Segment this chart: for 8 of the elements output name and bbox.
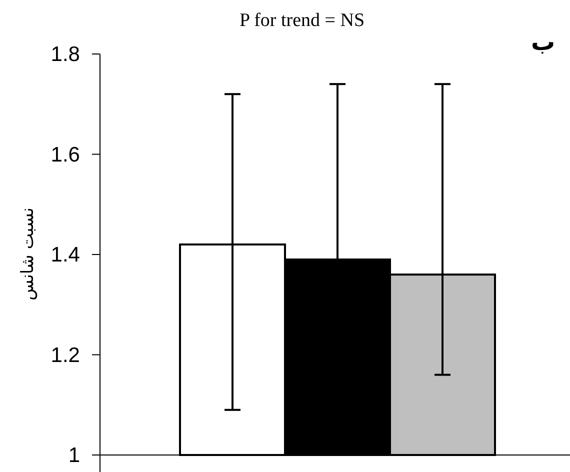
y-tick-label: 1.8 (50, 43, 80, 66)
y-axis-title: نسبت شانس (18, 208, 38, 300)
y-tick-label: 1.2 (50, 344, 80, 367)
y-tick-label: 1 (68, 444, 80, 467)
y-tick-label: 1.4 (50, 244, 80, 266)
chart-title: P for trend = NS (239, 10, 365, 31)
annotation: ب (530, 28, 556, 56)
y-tick-label: 1.6 (50, 143, 80, 166)
